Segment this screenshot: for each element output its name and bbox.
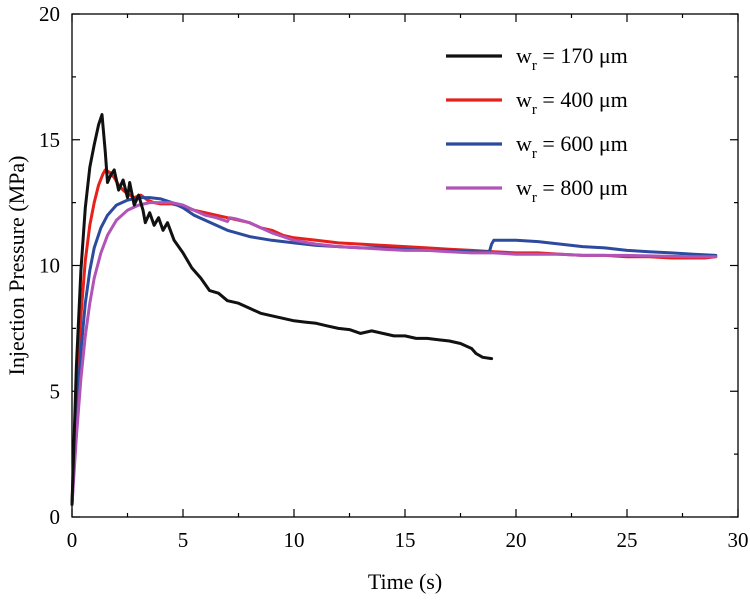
legend-label: wr = 600 μm bbox=[516, 131, 628, 162]
legend-equals: = bbox=[537, 131, 560, 156]
legend-subscript: r bbox=[532, 190, 537, 206]
x-tick-label: 20 bbox=[506, 528, 527, 552]
legend-equals: = bbox=[537, 87, 560, 112]
series-line-4 bbox=[70, 201, 718, 506]
legend-equals: = bbox=[537, 43, 560, 68]
plot-frame bbox=[71, 13, 739, 518]
legend-symbol: w bbox=[516, 87, 532, 112]
x-axis-label: Time (s) bbox=[368, 569, 442, 594]
legend-value: 170 μm bbox=[560, 43, 627, 68]
legend-equals: = bbox=[537, 175, 560, 200]
legend-label: wr = 800 μm bbox=[516, 175, 628, 206]
x-tick-label: 5 bbox=[178, 528, 189, 552]
series-line-1 bbox=[70, 113, 494, 506]
series-line-3 bbox=[70, 196, 718, 506]
legend-subscript: r bbox=[532, 102, 537, 118]
legend-value: 600 μm bbox=[560, 131, 627, 156]
y-tick-label: 5 bbox=[50, 379, 61, 403]
y-tick-label: 20 bbox=[39, 2, 60, 26]
legend-label: wr = 400 μm bbox=[516, 87, 628, 118]
legend-value: 400 μm bbox=[560, 87, 627, 112]
legend-symbol: w bbox=[516, 175, 532, 200]
x-tick-label: 10 bbox=[284, 528, 305, 552]
legend-symbol: w bbox=[516, 131, 532, 156]
axis-ticks bbox=[71, 13, 739, 518]
x-tick-label: 25 bbox=[617, 528, 638, 552]
series-lines bbox=[70, 113, 718, 506]
legend-value: 800 μm bbox=[560, 175, 627, 200]
legend-subscript: r bbox=[532, 146, 537, 162]
y-tick-label: 15 bbox=[39, 128, 60, 152]
x-tick-label: 15 bbox=[395, 528, 416, 552]
y-tick-label: 0 bbox=[50, 505, 61, 529]
legend-label: wr = 170 μm bbox=[516, 43, 628, 74]
y-axis-label: Injection Pressure (MPa) bbox=[4, 156, 29, 376]
y-tick-label: 10 bbox=[39, 254, 60, 278]
tick-labels: 0 5 10 15 20 25 30 0 5 10 15 20 bbox=[39, 2, 749, 552]
plot-border bbox=[71, 13, 739, 518]
x-tick-label: 30 bbox=[728, 528, 749, 552]
x-tick-label: 0 bbox=[67, 528, 78, 552]
legend-subscript: r bbox=[532, 58, 537, 74]
legend-symbol: w bbox=[516, 43, 532, 68]
